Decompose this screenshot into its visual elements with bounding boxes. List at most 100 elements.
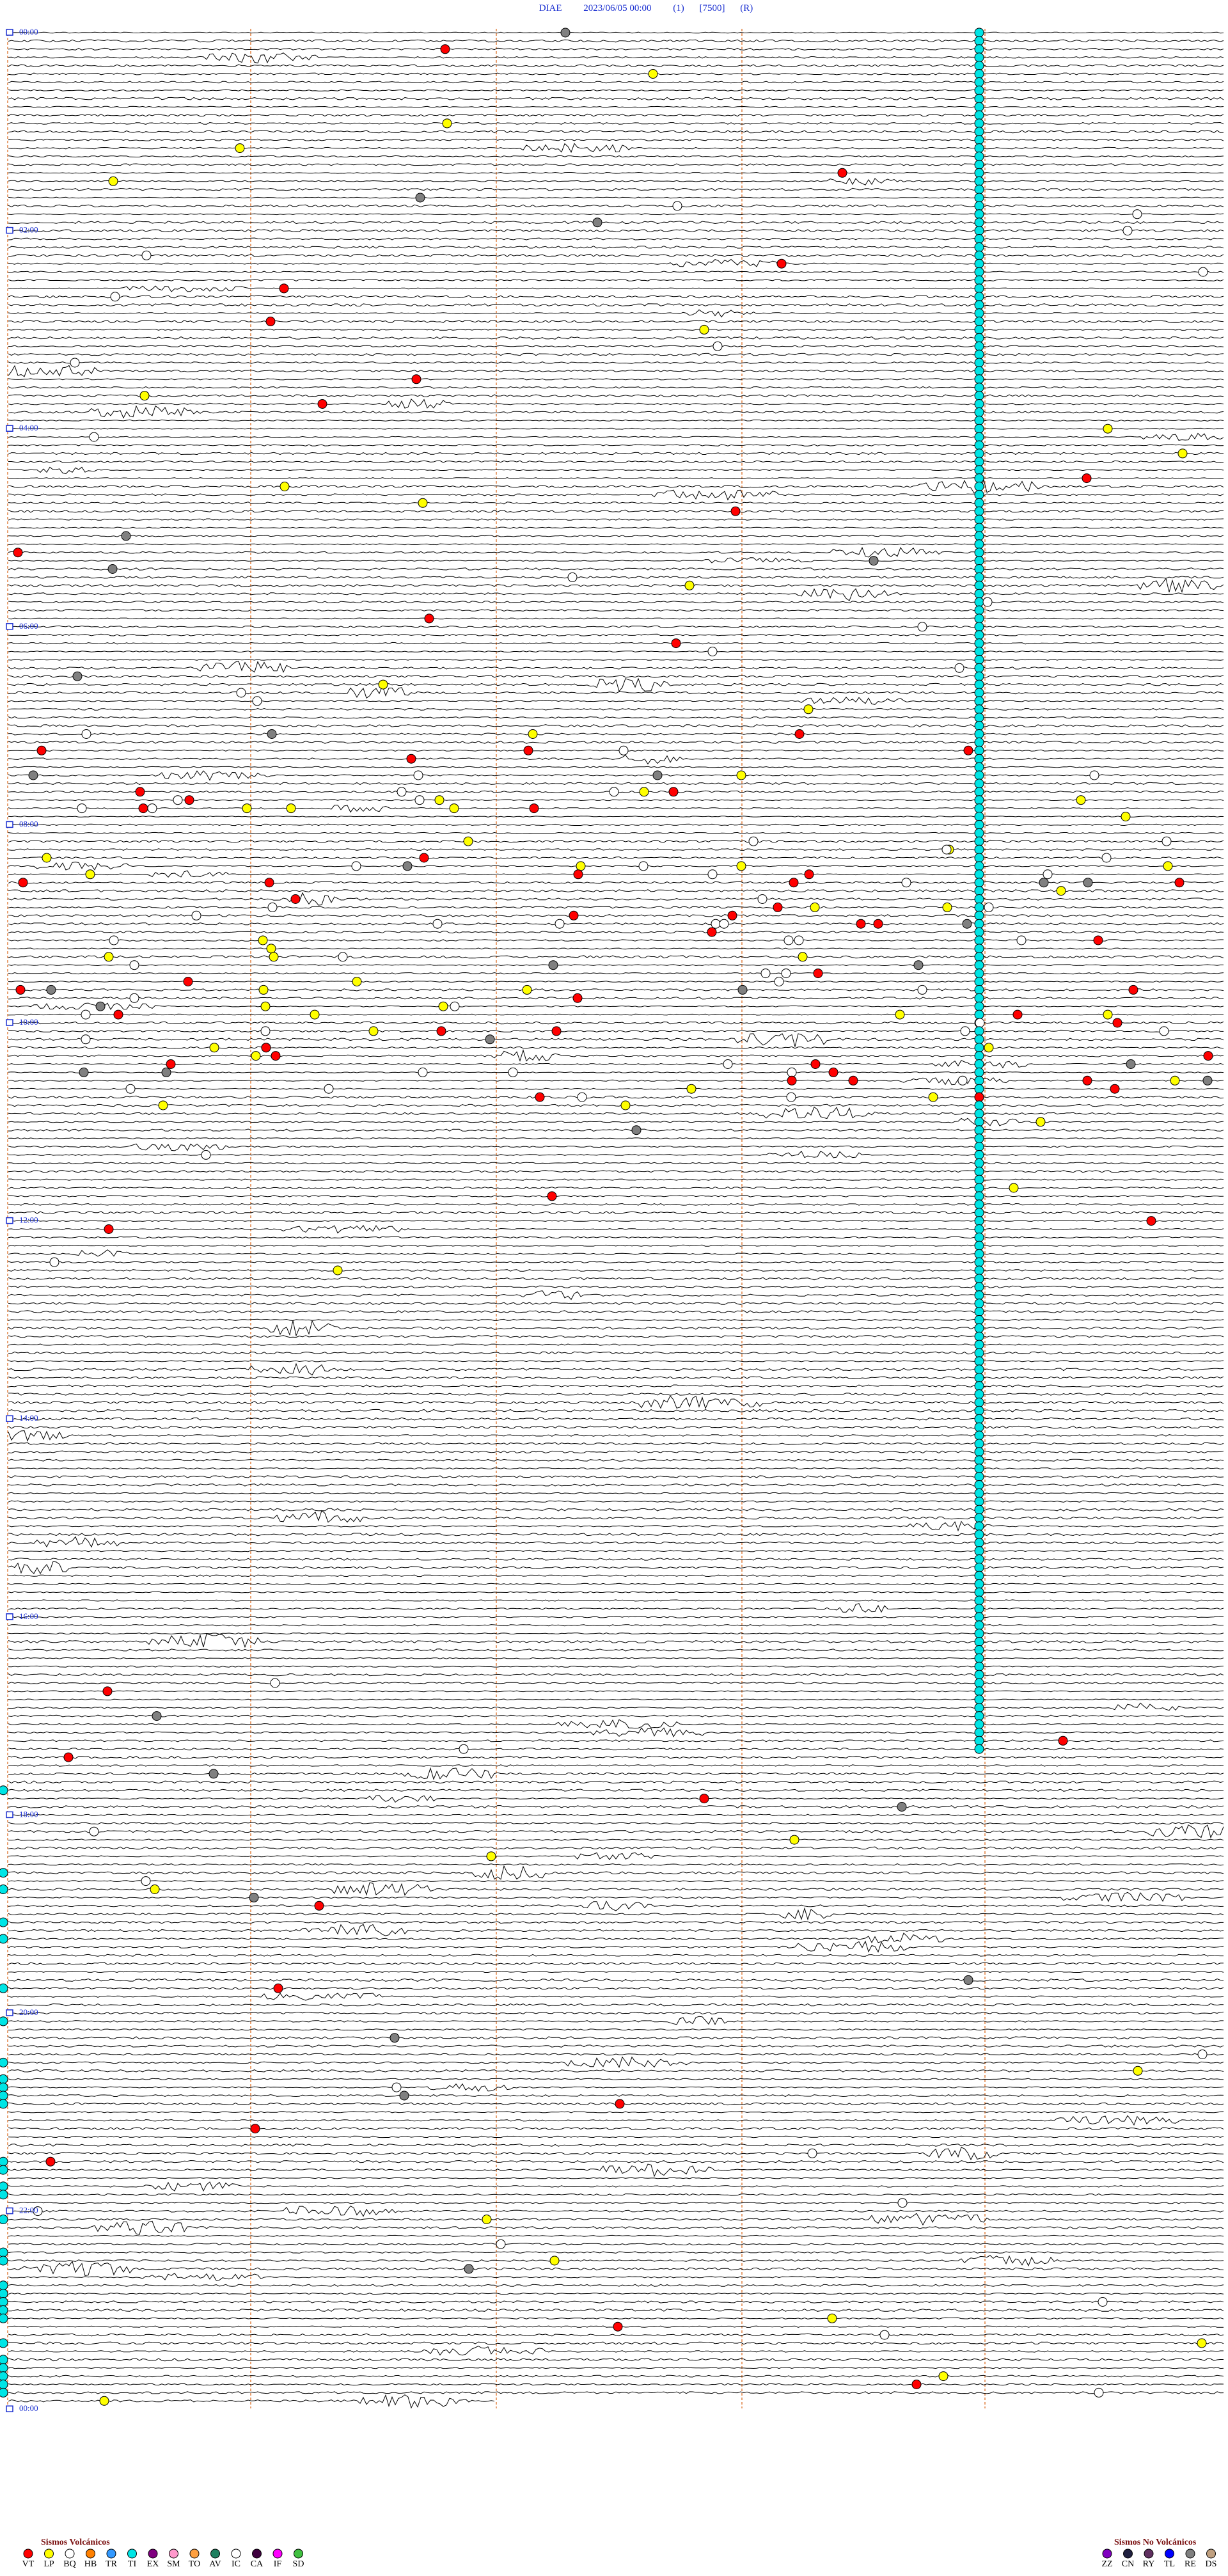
trace (8, 106, 1224, 108)
trace (8, 2317, 1224, 2319)
trace (8, 576, 1224, 579)
ti-marker (974, 69, 984, 79)
trace (8, 1236, 1224, 1239)
ti-marker (974, 1488, 984, 1498)
trace (8, 419, 1224, 422)
ti-marker (974, 1348, 984, 1358)
event-marker (879, 2330, 890, 2340)
trace (8, 1450, 1224, 1454)
ti-marker (0, 2181, 8, 2192)
ti-marker (974, 317, 984, 326)
event-marker (917, 622, 927, 632)
event-marker (89, 432, 99, 442)
trace (8, 1049, 1224, 1062)
ti-marker (0, 2387, 8, 2398)
trace (8, 1060, 1224, 1069)
event-marker (1198, 267, 1208, 277)
trace (8, 642, 1224, 645)
time-label: 00:00 (19, 2403, 38, 2413)
trace (8, 258, 1224, 267)
trace (8, 2127, 1224, 2131)
trace (8, 2044, 1224, 2048)
trace (8, 2243, 1224, 2246)
ti-marker (0, 2082, 8, 2092)
legend-swatch (189, 2548, 200, 2559)
event-marker (1101, 853, 1112, 863)
trace (8, 567, 1224, 571)
time-label: 06:00 (19, 621, 38, 631)
event-marker (631, 1125, 642, 1135)
event-marker (895, 1009, 905, 1020)
event-marker (960, 1026, 970, 1036)
event-marker (942, 902, 952, 912)
event-marker (450, 1001, 460, 1011)
ti-marker (974, 159, 984, 170)
trace (8, 2003, 1224, 2007)
legend-label: VT (22, 2559, 35, 2569)
event-marker (28, 770, 38, 780)
ti-marker (974, 36, 984, 46)
trace (8, 754, 1224, 765)
ti-marker (974, 1570, 984, 1581)
event-marker (13, 548, 23, 558)
event-marker (81, 729, 91, 739)
ti-marker (0, 1868, 8, 1878)
trace (8, 177, 1224, 186)
trace (8, 1648, 1224, 1652)
ti-marker (974, 778, 984, 789)
trace (8, 799, 1224, 802)
event-marker (279, 283, 289, 294)
ti-marker (974, 1315, 984, 1325)
trace (8, 823, 1224, 826)
trace (8, 1442, 1224, 1446)
ti-marker (0, 1785, 8, 1796)
event-marker (270, 1678, 280, 1688)
ti-marker (0, 1885, 8, 1894)
trace (8, 1318, 1224, 1322)
event-marker (547, 1191, 557, 1201)
trace (8, 2181, 1224, 2192)
event-marker (1146, 1216, 1156, 1226)
event-marker (707, 869, 718, 880)
event-marker (1197, 2050, 1208, 2059)
ti-marker (974, 787, 984, 797)
ti-marker (974, 713, 984, 723)
ti-marker (974, 1150, 984, 1160)
event-marker (736, 770, 746, 780)
ti-marker (974, 654, 984, 665)
trace (8, 1574, 1224, 1577)
ti-marker (974, 1199, 984, 1210)
event-marker (760, 968, 771, 979)
trace (8, 328, 1224, 331)
ti-marker (974, 745, 984, 755)
trace (8, 2220, 1224, 2235)
event-marker (974, 1092, 984, 1102)
event-marker (576, 861, 586, 871)
event-marker (1110, 1084, 1120, 1094)
event-marker (573, 869, 583, 880)
event-marker (1039, 878, 1049, 888)
event-marker (1132, 209, 1142, 219)
trace (8, 1351, 1224, 1355)
trace (8, 1178, 1224, 1181)
event-marker (110, 292, 120, 302)
trace (8, 1970, 1224, 1973)
trace (8, 47, 1224, 51)
event-marker (787, 1067, 797, 1077)
ti-marker (974, 935, 984, 945)
ti-marker (974, 1216, 984, 1226)
trace (8, 1203, 1224, 1206)
trace (8, 1320, 1224, 1337)
ti-marker (974, 168, 984, 178)
label-icon (6, 1613, 13, 1620)
trace (8, 770, 1224, 781)
ti-marker (974, 250, 984, 260)
event-marker (89, 1826, 99, 1837)
event-marker (828, 1067, 838, 1077)
trace (8, 1748, 1224, 1751)
trace (8, 405, 1224, 419)
ti-marker (974, 1629, 984, 1639)
ti-marker (974, 498, 984, 508)
trace (8, 964, 1224, 967)
